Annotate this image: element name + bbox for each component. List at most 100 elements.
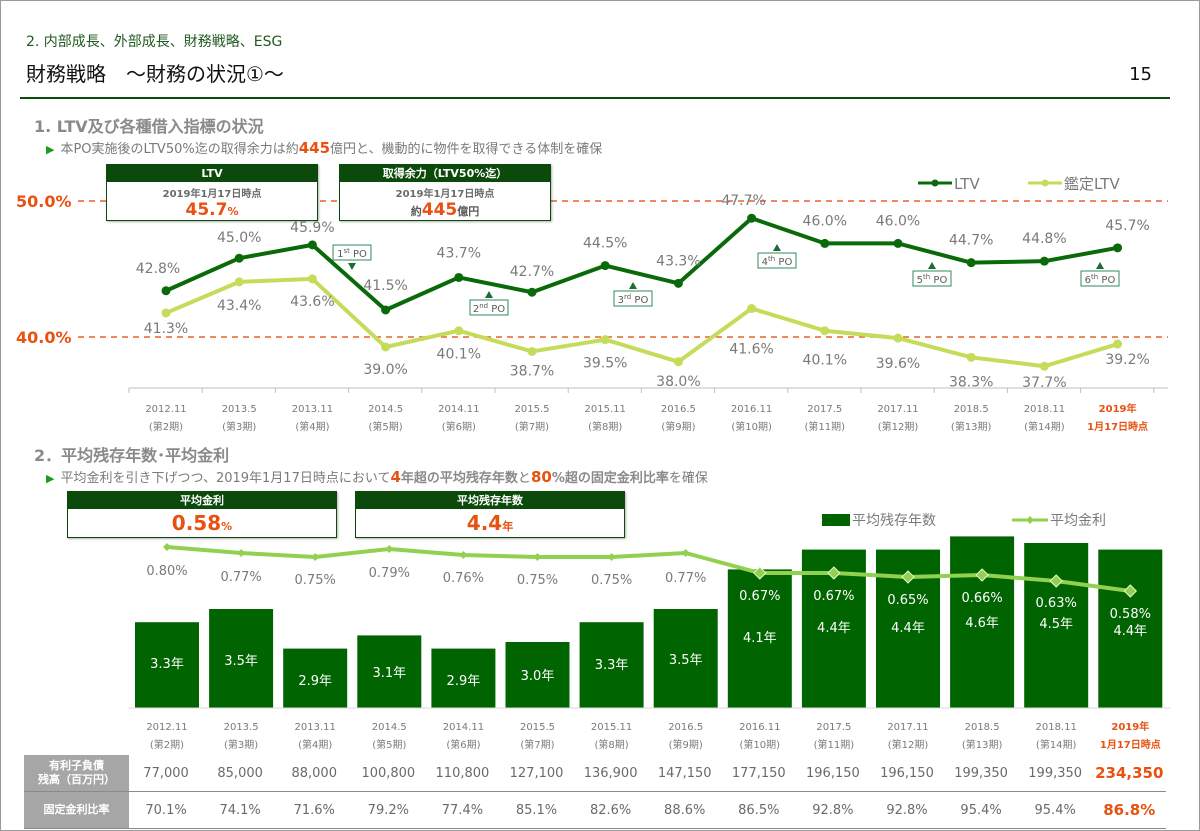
appraisal-ltv-point: [673, 357, 683, 367]
table-cell: 77,000: [143, 765, 189, 781]
table-cell: 196,150: [880, 765, 934, 781]
capacity-kpi-title: 取得余力（LTV50%迄）: [340, 165, 550, 182]
ltv-point: [381, 305, 391, 315]
ltv-data-label: 44.8%: [1022, 231, 1066, 247]
table-cell: 85,000: [217, 765, 263, 781]
ltv-kpi-box: LTV 2019年1月17日時点 45.7%: [106, 164, 318, 221]
page-title: 財務戦略 ～財務の状況①～: [26, 62, 284, 86]
legend-rate-marker: [1026, 516, 1034, 524]
rate-data-label: 0.77%: [220, 570, 261, 585]
x-tick-sublabel: 1月17日時点: [1100, 738, 1161, 751]
capacity-kpi-value: 約445億円: [340, 200, 550, 222]
bullet-text: を確保: [668, 471, 708, 486]
duration-data-label: 3.5年: [669, 653, 703, 668]
x-tick-label: 2018.5: [965, 722, 1000, 733]
table-cell: 70.1%: [145, 802, 187, 818]
rate-data-label: 0.65%: [887, 593, 928, 608]
x-tick-sublabel: (第13期): [951, 420, 992, 433]
po-annotation: 6th PO: [1080, 262, 1120, 287]
appraisal-ltv-point: [234, 277, 244, 287]
rate-data-label: 0.79%: [369, 566, 410, 581]
appraisal-ltv-data-label: 38.3%: [949, 374, 993, 390]
arrow-down-icon: [348, 263, 356, 270]
appraisal-ltv-point: [161, 308, 171, 318]
capacity-kpi-box: 取得余力（LTV50%迄） 2019年1月17日時点 約445億円: [339, 164, 551, 221]
ltv-data-label: 45.7%: [1105, 218, 1149, 234]
rate-data-label: 0.76%: [443, 571, 484, 586]
table-row: 有利子負債 残高（百万円） 77,000 85,000 88,000 100,800 110…: [24, 755, 1167, 792]
appraisal-ltv-data-label: 38.7%: [510, 363, 554, 379]
arrow-up-icon: [928, 262, 936, 269]
x-tick-sublabel: (第12期): [878, 420, 919, 433]
x-tick-sublabel: (第3期): [222, 420, 256, 433]
x-tick-label: 2013.5: [222, 404, 257, 415]
rate-data-label: 0.75%: [591, 573, 632, 588]
po-annotation-box: [613, 290, 653, 307]
ltv-data-label: 43.3%: [656, 253, 700, 269]
bullet-text: 平均金利を引き下げつつ、2019年1月17日時点において: [60, 471, 391, 486]
rate-data-label: 0.67%: [739, 589, 780, 604]
ltv-data-label: 47.7%: [721, 193, 765, 209]
appraisal-ltv-data-label: 39.0%: [363, 362, 407, 378]
rate-data-label: 0.75%: [517, 573, 558, 588]
row-header-line: 有利子負債: [49, 759, 104, 772]
x-tick-sublabel: (第8期): [588, 420, 622, 433]
row-header: 有利子負債 残高（百万円）: [24, 755, 129, 792]
table-cell: 79.2%: [367, 802, 409, 818]
table-cell: 92.8%: [886, 802, 928, 818]
series-line-ltv: [165, 216, 1118, 312]
capacity-kpi-unit: 億円: [457, 205, 480, 218]
x-tick-sublabel: (第5期): [369, 420, 403, 433]
x-tick-label: 2015.5: [520, 722, 555, 733]
duration-data-label: 4.4年: [1113, 624, 1147, 639]
rate-data-label: 0.63%: [1036, 596, 1077, 611]
po-annotation: 2nd PO: [469, 291, 509, 316]
arrow-up-icon: [1096, 262, 1104, 269]
duration-bar: [505, 642, 570, 708]
po-annotation-box: [757, 252, 797, 269]
ltv-point: [673, 278, 683, 288]
x-tick-label: 2013.5: [224, 722, 259, 733]
debt-table: 有利子負債 残高（百万円） 77,000 85,000 88,000 100,800 110…: [24, 755, 1167, 829]
x-tick-sublabel: (第11期): [805, 420, 846, 433]
legend-rate-label: 平均金利: [1050, 513, 1106, 529]
duration-bar: [431, 648, 496, 708]
x-tick-label: 2012.11: [146, 722, 187, 733]
ltv-point: [307, 240, 317, 250]
po-annotation-label: 3rd PO: [618, 293, 649, 306]
ltv-data-label: 44.5%: [583, 236, 627, 252]
bullet-text: 本PO実施後のLTV50%迄の取得余力は約: [60, 142, 299, 157]
years-kpi-value: 4.4年: [356, 509, 624, 541]
table-cell: 234,350: [1095, 764, 1164, 782]
duration-data-label: 4.1年: [743, 631, 777, 646]
appraisal-ltv-data-label: 43.4%: [217, 298, 261, 314]
po-annotation-box: [912, 270, 952, 287]
ltv-data-label: 46.0%: [803, 213, 847, 229]
po-annotation: 4th PO: [757, 244, 797, 269]
x-tick-label: 2018.11: [1024, 404, 1065, 415]
table-cell: 100,800: [361, 765, 416, 781]
po-annotation-label: 1st PO: [337, 247, 367, 260]
x-tick-sublabel: (第10期): [740, 738, 781, 751]
years-kpi-box: 平均残存年数 4.4年: [355, 491, 625, 538]
ltv-data-label: 41.5%: [363, 278, 407, 294]
rate-point: [753, 566, 767, 580]
bullet-triangle-icon: ▶: [46, 472, 55, 485]
legend-ltv-marker: [931, 179, 939, 187]
rate-data-label: 0.75%: [295, 573, 336, 588]
appraisal-ltv-point: [1039, 361, 1049, 371]
appraisal-ltv-data-label: 37.7%: [1022, 375, 1066, 391]
duration-data-label: 4.5年: [1039, 617, 1073, 632]
section2-bullet: ▶ 平均金利を引き下げつつ、2019年1月17日時点において4年超の平均残存年数と…: [46, 467, 708, 486]
appraisal-ltv-point: [820, 326, 830, 336]
ltv-data-label: 43.7%: [437, 245, 481, 261]
x-tick-sublabel: (第2期): [149, 420, 183, 433]
duration-bar: [579, 622, 644, 708]
rate-point: [385, 545, 394, 553]
section2-heading: 2．平均残存年数･平均金利: [34, 446, 230, 465]
row-header-line: 残高（百万円）: [38, 773, 115, 786]
legend-appraisal-ltv-label: 鑑定LTV: [1064, 175, 1120, 193]
duration-bar: [135, 622, 199, 708]
years-kpi-title: 平均残存年数: [356, 492, 624, 509]
ltv-data-label: 42.7%: [510, 264, 554, 280]
